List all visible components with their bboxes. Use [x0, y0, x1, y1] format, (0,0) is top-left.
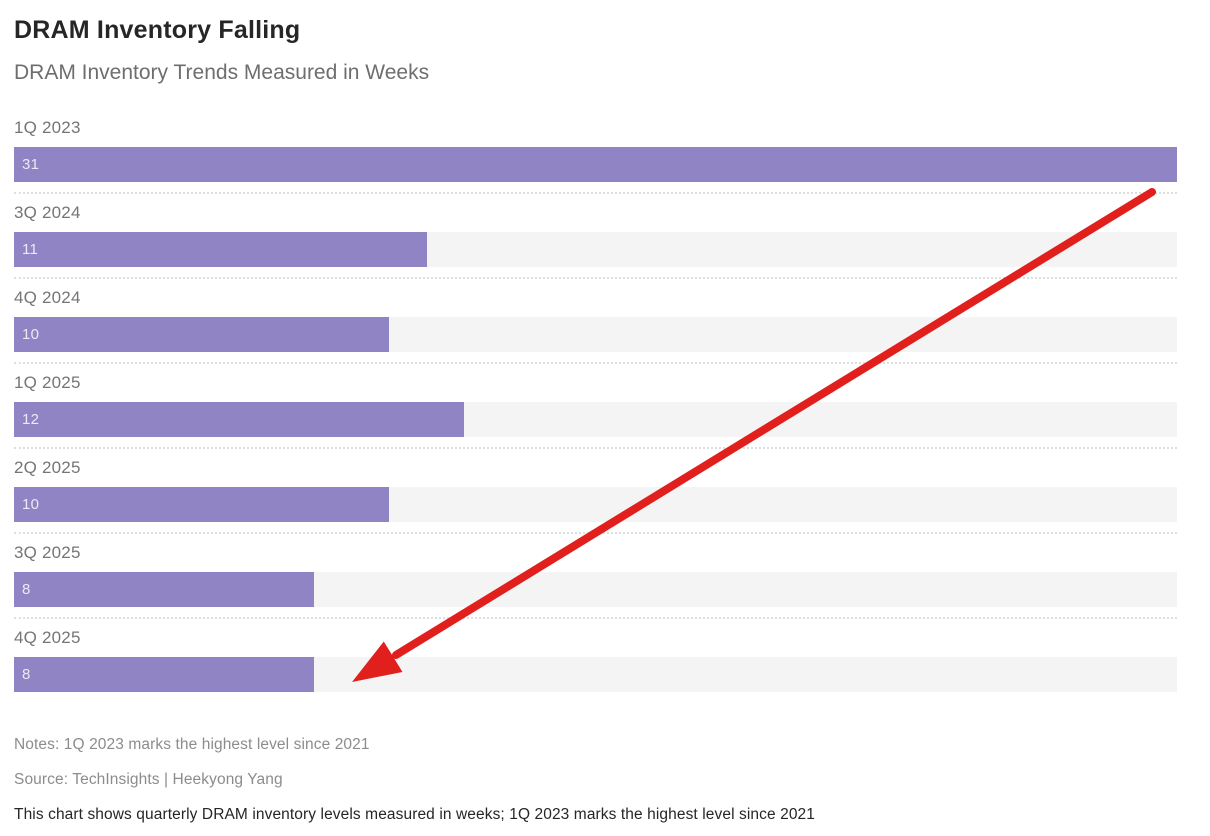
- category-label: 2Q 2025: [14, 458, 81, 477]
- bar-value-label: 10: [22, 496, 40, 513]
- chart-footer: Notes: 1Q 2023 marks the highest level s…: [14, 736, 1179, 824]
- chart-row: 4Q 2025 8: [14, 619, 1177, 702]
- chart-title: DRAM Inventory Falling: [14, 16, 301, 44]
- bar: 10: [14, 317, 390, 352]
- bar-track: 10: [14, 317, 1177, 352]
- notes-text: Notes: 1Q 2023 marks the highest level s…: [14, 736, 370, 753]
- bar: 12: [14, 402, 465, 437]
- bar-value-label: 10: [22, 326, 40, 343]
- source-text: Source: TechInsights | Heekyong Yang: [14, 771, 283, 788]
- chart-subtitle: DRAM Inventory Trends Measured in Weeks: [14, 61, 430, 84]
- chart-row: 4Q 2024 10: [14, 279, 1177, 364]
- bar-track: 12: [14, 402, 1177, 437]
- category-label: 4Q 2025: [14, 628, 81, 647]
- category-label: 1Q 2025: [14, 373, 81, 392]
- bar-value-label: 31: [22, 156, 40, 173]
- category-label: 3Q 2024: [14, 203, 81, 222]
- bar-track: 10: [14, 487, 1177, 522]
- bar: 10: [14, 487, 390, 522]
- bar-chart-rows: 1Q 2023 31 3Q 2024 11 4Q 2024 10 1Q 2025…: [14, 109, 1177, 702]
- bar: 8: [14, 572, 315, 607]
- bar-track: 11: [14, 232, 1177, 267]
- bar-value-label: 11: [22, 241, 39, 258]
- bar-value-label: 8: [22, 581, 31, 598]
- caption-text: This chart shows quarterly DRAM inventor…: [14, 806, 815, 823]
- bar-value-label: 8: [22, 666, 31, 683]
- bar: 31: [14, 147, 1177, 182]
- bar-value-label: 12: [22, 411, 40, 428]
- bar-track: 8: [14, 572, 1177, 607]
- category-label: 4Q 2024: [14, 288, 81, 307]
- chart-row: 1Q 2025 12: [14, 364, 1177, 449]
- chart-row: 3Q 2024 11: [14, 194, 1177, 279]
- category-label: 1Q 2023: [14, 118, 81, 137]
- bar: 8: [14, 657, 315, 692]
- bar-track: 8: [14, 657, 1177, 692]
- chart-row: 1Q 2023 31: [14, 109, 1177, 194]
- bar-track: 31: [14, 147, 1177, 182]
- chart-row: 3Q 2025 8: [14, 534, 1177, 619]
- bar-chart: 1Q 2023 31 3Q 2024 11 4Q 2024 10 1Q 2025…: [14, 109, 1177, 702]
- bar: 11: [14, 232, 427, 267]
- category-label: 3Q 2025: [14, 543, 81, 562]
- chart-row: 2Q 2025 10: [14, 449, 1177, 534]
